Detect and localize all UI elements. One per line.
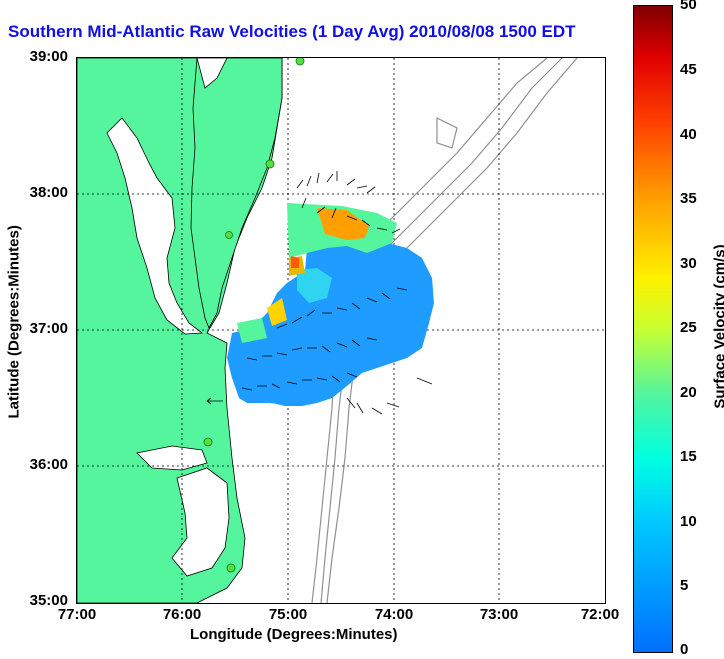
station-markers — [203, 58, 305, 573]
velocity-field — [227, 203, 434, 406]
cbtick-5: 5 — [680, 577, 689, 594]
xtick-2: 76:00 — [162, 606, 202, 623]
ytick-5: 35:00 — [29, 592, 68, 609]
velocity-arrows — [206, 171, 433, 415]
land-delmarva — [190, 58, 283, 329]
cbtick-10: 10 — [680, 513, 697, 530]
map-svg — [77, 58, 605, 603]
ytick-1: 39:00 — [29, 48, 68, 65]
colorbar-gradient — [634, 6, 672, 652]
ytick-3: 37:00 — [29, 320, 68, 337]
albemarle-sound — [136, 445, 208, 471]
colorbar-svg — [634, 6, 672, 652]
delaware-bay — [196, 58, 228, 89]
xtick-3: 75:00 — [268, 606, 308, 623]
map-plot-area[interactable] — [76, 57, 606, 604]
xtick-4: 74:00 — [374, 606, 414, 623]
station-5 — [226, 563, 236, 573]
cbtick-30: 30 — [680, 255, 697, 272]
cbtick-25: 25 — [680, 319, 697, 336]
xtick-6: 72:00 — [580, 606, 620, 623]
station-1 — [295, 58, 305, 66]
station-2 — [265, 159, 275, 169]
pamlico-sound — [171, 467, 230, 577]
x-axis-label: Longitude (Degrees:Minutes) — [190, 626, 398, 643]
xtick-1: 77:00 — [57, 606, 97, 623]
cbtick-15: 15 — [680, 448, 697, 465]
chesapeake-bay — [106, 117, 204, 335]
cbtick-35: 35 — [680, 190, 697, 207]
station-3 — [225, 231, 233, 239]
colorbar-label: Surface Velocity (cm/s) — [711, 244, 724, 409]
station-4 — [203, 437, 213, 447]
ytick-4: 36:00 — [29, 456, 68, 473]
colorbar — [633, 5, 673, 653]
cbtick-20: 20 — [680, 384, 697, 401]
cbtick-45: 45 — [680, 61, 697, 78]
xtick-5: 73:00 — [479, 606, 519, 623]
cbtick-0: 0 — [680, 641, 689, 658]
cbtick-40: 40 — [680, 126, 697, 143]
map-title: Southern Mid-Atlantic Raw Velocities (1 … — [8, 22, 576, 41]
ytick-2: 38:00 — [29, 184, 68, 201]
y-axis-label: Latitude (Degrees:Minutes) — [5, 225, 23, 419]
map-grid — [77, 58, 605, 603]
cbtick-50: 50 — [680, 0, 697, 13]
